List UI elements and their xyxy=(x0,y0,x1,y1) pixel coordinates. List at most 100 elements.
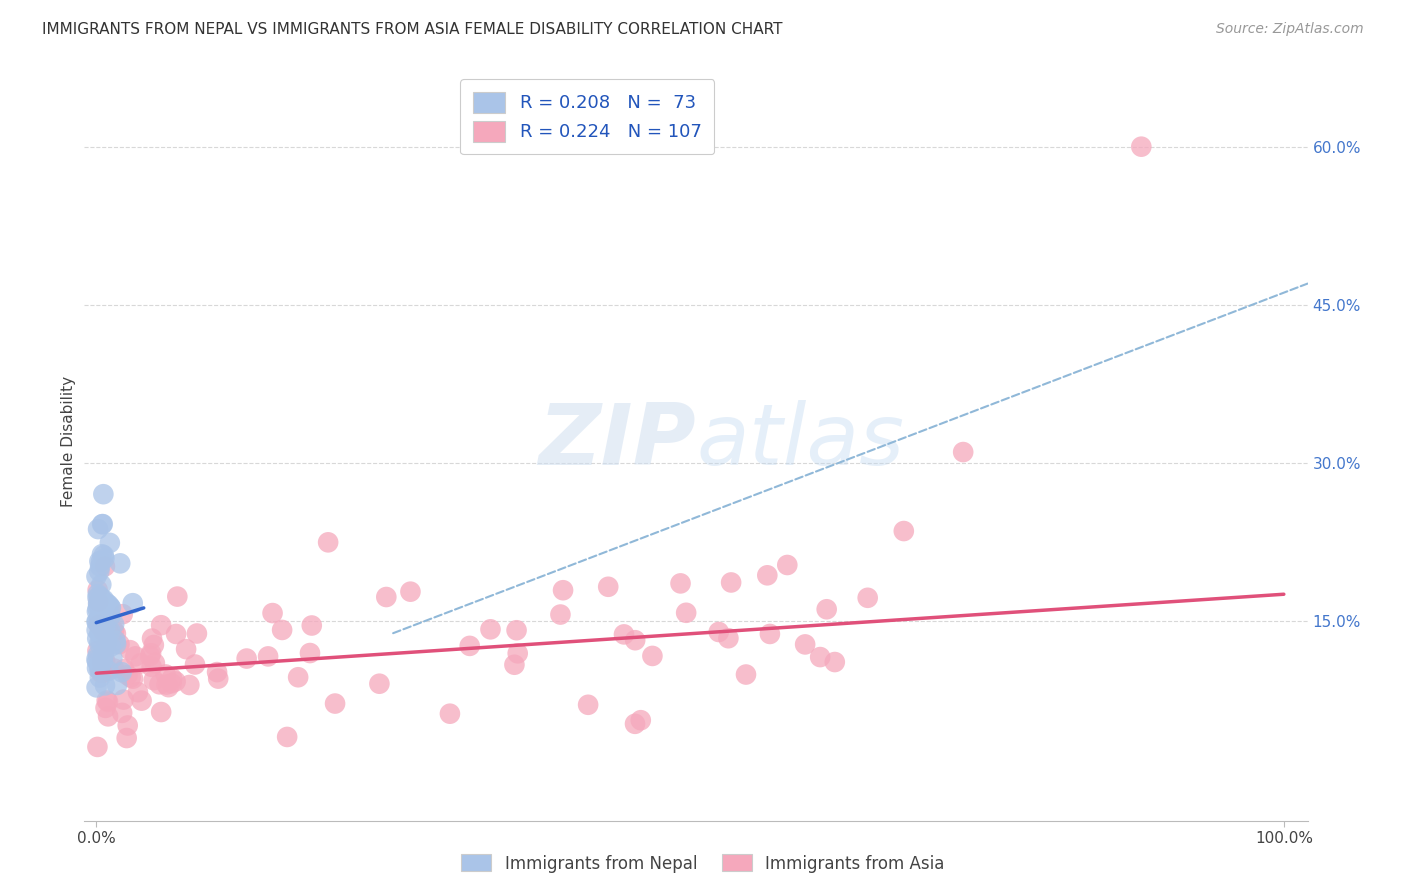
Point xyxy=(120,670,142,684)
Point xyxy=(108,637,131,651)
Point xyxy=(121,596,143,610)
Text: ZIP: ZIP xyxy=(538,400,696,483)
Point xyxy=(301,618,323,632)
Point xyxy=(91,517,114,532)
Point xyxy=(86,605,108,619)
Point xyxy=(93,616,115,631)
Point xyxy=(952,445,974,459)
Point xyxy=(86,652,108,666)
Y-axis label: Female Disability: Female Disability xyxy=(60,376,76,508)
Point xyxy=(550,607,572,622)
Text: atlas: atlas xyxy=(696,400,904,483)
Point xyxy=(104,626,127,640)
Point xyxy=(94,654,117,668)
Point xyxy=(111,706,134,720)
Point xyxy=(271,623,294,637)
Point xyxy=(707,625,730,640)
Point xyxy=(150,618,173,632)
Point xyxy=(598,580,620,594)
Point xyxy=(160,671,183,685)
Point xyxy=(91,608,114,623)
Point xyxy=(503,657,526,672)
Point xyxy=(86,739,108,754)
Point xyxy=(100,600,122,615)
Point xyxy=(717,631,740,645)
Point xyxy=(87,597,110,611)
Point xyxy=(141,632,163,646)
Point xyxy=(115,731,138,745)
Point xyxy=(141,660,163,674)
Point xyxy=(856,591,879,605)
Point xyxy=(111,607,134,622)
Point xyxy=(824,655,846,669)
Point xyxy=(458,639,481,653)
Point xyxy=(86,643,108,657)
Point xyxy=(439,706,461,721)
Point xyxy=(613,627,636,641)
Point xyxy=(89,554,111,568)
Point xyxy=(112,692,135,706)
Point xyxy=(111,665,134,680)
Point xyxy=(794,637,817,651)
Point xyxy=(100,609,122,624)
Point xyxy=(101,631,124,645)
Point xyxy=(87,617,110,632)
Point xyxy=(90,634,112,648)
Text: IMMIGRANTS FROM NEPAL VS IMMIGRANTS FROM ASIA FEMALE DISABILITY CORRELATION CHAR: IMMIGRANTS FROM NEPAL VS IMMIGRANTS FROM… xyxy=(42,22,783,37)
Point xyxy=(97,709,120,723)
Point xyxy=(87,598,110,612)
Point xyxy=(235,651,257,665)
Point xyxy=(323,697,346,711)
Point xyxy=(155,667,177,681)
Point xyxy=(87,615,110,629)
Point xyxy=(94,620,117,634)
Point xyxy=(91,547,114,561)
Point xyxy=(669,576,692,591)
Point xyxy=(90,577,112,591)
Point xyxy=(368,676,391,690)
Point xyxy=(89,626,111,640)
Point xyxy=(97,664,120,678)
Point xyxy=(110,557,132,571)
Point xyxy=(103,624,125,638)
Point xyxy=(131,693,153,707)
Point xyxy=(96,596,118,610)
Point xyxy=(96,640,118,655)
Point xyxy=(86,615,108,629)
Point xyxy=(94,559,117,574)
Point xyxy=(759,627,782,641)
Point xyxy=(129,657,152,671)
Legend: Immigrants from Nepal, Immigrants from Asia: Immigrants from Nepal, Immigrants from A… xyxy=(454,847,952,880)
Point xyxy=(316,535,339,549)
Point xyxy=(257,649,280,664)
Point xyxy=(630,713,652,727)
Point xyxy=(1130,139,1153,153)
Point xyxy=(93,487,115,501)
Point xyxy=(124,649,146,664)
Point xyxy=(91,619,114,633)
Point xyxy=(89,603,111,617)
Point xyxy=(150,705,173,719)
Point xyxy=(262,606,284,620)
Point xyxy=(142,673,165,688)
Point xyxy=(103,617,125,632)
Point xyxy=(98,624,121,638)
Point xyxy=(91,624,114,638)
Point xyxy=(186,626,208,640)
Point xyxy=(87,595,110,609)
Point xyxy=(624,633,647,648)
Point xyxy=(86,591,108,605)
Point xyxy=(93,551,115,566)
Point xyxy=(179,678,201,692)
Point xyxy=(675,606,697,620)
Point xyxy=(91,620,114,634)
Point xyxy=(86,569,108,583)
Point xyxy=(207,672,229,686)
Point xyxy=(97,599,120,614)
Point xyxy=(165,627,187,641)
Point xyxy=(86,632,108,646)
Point xyxy=(94,678,117,692)
Point xyxy=(89,565,111,579)
Point xyxy=(87,648,110,662)
Point xyxy=(86,615,108,629)
